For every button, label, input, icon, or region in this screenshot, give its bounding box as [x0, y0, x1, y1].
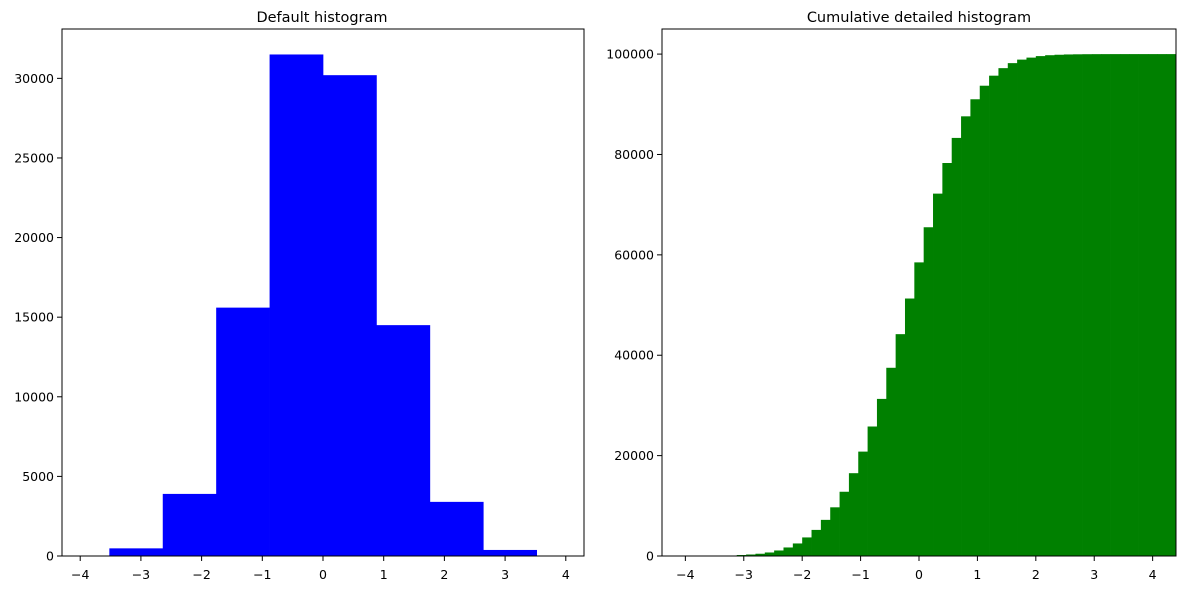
left-y-tick-label: 20000 — [14, 230, 54, 245]
right-histogram-bar — [989, 75, 999, 556]
right-histogram-bar — [858, 451, 868, 556]
left-x-tick-label: −1 — [253, 567, 271, 582]
right-histogram-bar — [783, 547, 794, 556]
right-histogram-bars — [680, 54, 1176, 556]
left-histogram-bar — [483, 549, 538, 556]
right-histogram-bar — [942, 163, 953, 556]
right-y-tick-label: 40000 — [614, 348, 654, 363]
right-histogram-bar — [811, 529, 822, 556]
right-histogram-bar — [998, 68, 1009, 556]
left-histogram-bar — [429, 501, 484, 556]
right-x-tick-label: 4 — [1149, 567, 1157, 582]
right-histogram-bar — [736, 554, 747, 556]
right-histogram-bar — [1110, 54, 1121, 556]
left-y-axis-ticks: 0 5000 10000 15000 20000 25000 30000 — [14, 71, 62, 564]
right-x-tick-label: −1 — [851, 567, 869, 582]
left-histogram-panel: Default histogram −4 −3 −2 −1 0 1 2 3 4 0 5000 100… — [14, 10, 585, 582]
right-y-tick-label: 80000 — [614, 147, 654, 162]
right-histogram-bar — [755, 553, 766, 556]
left-x-axis-ticks: −4 −3 −2 −1 0 1 2 3 4 — [71, 556, 570, 582]
right-y-tick-label: 100000 — [606, 47, 654, 62]
right-histogram-bar — [933, 193, 943, 556]
right-x-tick-label: 1 — [973, 567, 981, 582]
left-y-tick-label: 5000 — [22, 469, 54, 484]
right-x-axis-ticks: −4 −3 −2 −1 0 1 2 3 4 — [676, 556, 1157, 582]
right-histogram-bar — [774, 550, 784, 556]
right-histogram-bar — [1119, 54, 1130, 556]
right-histogram-bar — [1101, 54, 1111, 556]
right-histogram-bar — [1063, 54, 1074, 556]
left-histogram-bar — [269, 54, 324, 556]
left-x-tick-label: 1 — [380, 567, 388, 582]
left-x-tick-label: 3 — [501, 567, 509, 582]
right-x-tick-label: 2 — [1032, 567, 1040, 582]
right-histogram-bar — [1073, 54, 1083, 556]
right-histogram-bar — [951, 137, 962, 556]
left-histogram-bar — [323, 75, 377, 556]
right-histogram-bar — [1035, 56, 1046, 556]
right-histogram-bar — [792, 543, 803, 556]
right-histogram-bar — [1166, 54, 1176, 556]
right-x-tick-label: 0 — [915, 567, 923, 582]
left-y-tick-label: 30000 — [14, 71, 54, 86]
right-histogram-bar — [764, 552, 775, 556]
right-y-tick-label: 0 — [646, 549, 654, 564]
left-x-tick-label: 2 — [440, 567, 448, 582]
left-x-tick-label: −3 — [132, 567, 150, 582]
right-histogram-bar — [886, 367, 896, 556]
right-histogram-bar — [970, 99, 981, 556]
right-histogram-bar — [1045, 55, 1055, 556]
left-chart-title: Default histogram — [256, 10, 387, 26]
right-histogram-bar — [914, 262, 925, 556]
left-histogram-bars — [62, 54, 584, 556]
left-y-tick-label: 0 — [46, 549, 54, 564]
right-y-axis-ticks: 0 20000 40000 60000 80000 100000 — [606, 47, 662, 564]
left-histogram-bar — [109, 548, 164, 556]
right-chart-title: Cumulative detailed histogram — [807, 10, 1031, 26]
right-histogram-bar — [961, 116, 971, 556]
right-x-tick-label: −3 — [735, 567, 753, 582]
left-histogram-bar — [216, 307, 270, 556]
right-histogram-bar — [746, 554, 756, 556]
right-y-tick-label: 60000 — [614, 247, 654, 262]
right-histogram-bar — [1129, 54, 1139, 556]
right-histogram-bar — [895, 334, 906, 556]
right-x-tick-label: 3 — [1090, 567, 1098, 582]
left-x-tick-label: −4 — [71, 567, 89, 582]
right-histogram-bar — [1157, 54, 1168, 556]
right-histogram-bar — [904, 298, 915, 556]
left-y-tick-label: 25000 — [14, 150, 54, 165]
right-y-tick-label: 20000 — [614, 448, 654, 463]
right-histogram-panel: Cumulative detailed histogram −4 −3 −2 −1 0 1… — [606, 10, 1177, 582]
right-histogram-bar — [1054, 54, 1065, 556]
left-histogram-bar — [162, 493, 217, 556]
left-x-tick-label: −2 — [192, 567, 210, 582]
right-plot-frame — [661, 28, 1177, 557]
right-histogram-bar — [1138, 54, 1149, 556]
left-x-tick-label: 0 — [319, 567, 327, 582]
left-plot-frame — [61, 28, 585, 557]
right-histogram-bar — [979, 85, 990, 556]
left-histogram-bar — [376, 325, 431, 556]
right-histogram-bar — [1007, 63, 1018, 556]
right-histogram-bar — [1026, 57, 1037, 556]
right-histogram-bar — [848, 473, 859, 556]
right-histogram-bar — [867, 426, 878, 556]
left-y-tick-label: 10000 — [14, 389, 54, 404]
right-histogram-bar — [830, 507, 840, 556]
right-x-tick-label: −2 — [793, 567, 811, 582]
right-histogram-bar — [876, 398, 887, 556]
right-x-tick-label: −4 — [676, 567, 694, 582]
right-histogram-bar — [1082, 54, 1093, 556]
left-y-tick-label: 15000 — [14, 310, 54, 325]
right-histogram-bar — [839, 491, 850, 556]
right-histogram-bar — [923, 227, 934, 556]
right-histogram-bar — [802, 537, 812, 556]
right-histogram-bar — [1017, 59, 1027, 556]
right-histogram-bar — [1147, 54, 1158, 556]
right-histogram-bar — [820, 519, 831, 556]
right-histogram-bar — [1091, 54, 1102, 556]
left-x-tick-label: 4 — [562, 567, 570, 582]
